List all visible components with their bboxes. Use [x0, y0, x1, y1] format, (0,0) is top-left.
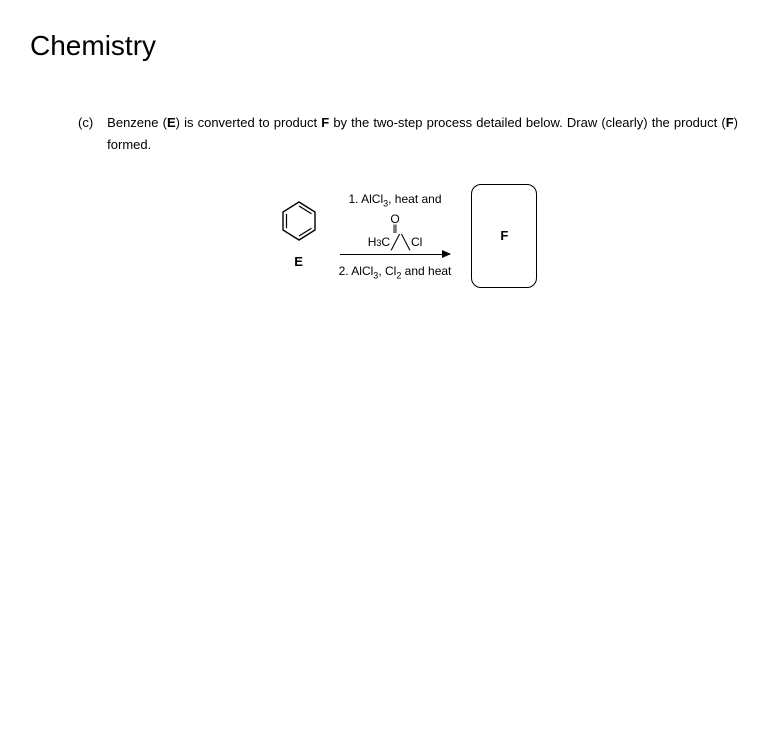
acyl-right: Cl [411, 236, 422, 248]
step2-mid: , Cl [378, 264, 396, 278]
qt-2: ) is converted to product [176, 115, 322, 130]
reaction-scheme: E 1. AlCl3, heat and O ‖ H3C ╱ ╲ Cl 2. A… [78, 184, 738, 288]
qt-b2: F [321, 115, 329, 130]
acyl-bond-left: ╱ [390, 235, 400, 249]
question-block: (c) Benzene (E) is converted to product … [30, 112, 738, 288]
reactant-e-label: E [294, 251, 303, 273]
step2-line: 2. AlCl3, Cl2 and heat [339, 261, 452, 284]
acyl-bond-right: ╲ [401, 235, 411, 249]
step1-line: 1. AlCl3, heat and [348, 189, 441, 212]
qt-1: Benzene ( [107, 115, 167, 130]
reaction-arrow-icon [340, 254, 450, 255]
step2-prefix: 2. AlCl [339, 264, 374, 278]
acyl-dblbond: ‖ [393, 225, 398, 233]
question-label: (c) [78, 112, 93, 134]
reactant-e: E [279, 199, 319, 273]
acyl-left-suffix: C [381, 236, 390, 248]
reagents-column: 1. AlCl3, heat and O ‖ H3C ╱ ╲ Cl 2. AlC… [339, 189, 452, 284]
qt-3: by the two-step process detailed below. … [329, 115, 726, 130]
product-f-label: F [500, 225, 508, 247]
product-f-box: F [471, 184, 537, 288]
acyl-left-prefix: H [368, 236, 377, 248]
qt-b3: F [726, 115, 734, 130]
acyl-base: H3C ╱ ╲ Cl [368, 234, 423, 248]
qt-b1: E [167, 115, 176, 130]
question-row: (c) Benzene (E) is converted to product … [78, 112, 738, 156]
step1-suffix: , heat and [388, 192, 441, 206]
benzene-icon [279, 199, 319, 243]
step2-suffix: and heat [401, 264, 451, 278]
page-title: Chemistry [30, 30, 738, 62]
step1-prefix: 1. AlCl [348, 192, 383, 206]
acyl-chloride-icon: O ‖ H3C ╱ ╲ Cl [368, 213, 423, 247]
question-text: Benzene (E) is converted to product F by… [107, 112, 738, 156]
